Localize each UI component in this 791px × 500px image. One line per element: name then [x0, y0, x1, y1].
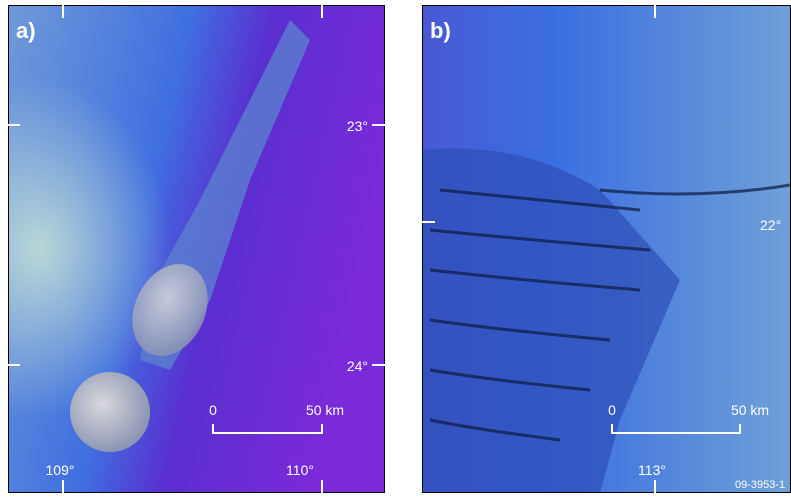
panel-label: a): [16, 18, 36, 43]
scale-start: 0: [209, 402, 217, 418]
panel-label: b): [430, 18, 451, 43]
panel-b: [422, 5, 791, 493]
panel-b-annotations: b) 22° 113° 0 50 km 09-3953-1: [422, 5, 785, 493]
lon-label: 110°: [286, 462, 314, 478]
scale-end: 50 km: [306, 402, 344, 418]
lat-label: 22°: [760, 217, 781, 233]
lon-label: 109°: [46, 462, 75, 478]
scale-start: 0: [608, 402, 616, 418]
scale-end: 50 km: [731, 402, 769, 418]
panel-a: [8, 5, 385, 493]
lat-label: 24°: [347, 358, 368, 374]
panel-a-annotations: a) 23° 24° 109° 110° 0 50 km: [8, 5, 385, 493]
lon-label: 113°: [638, 462, 666, 478]
figure-id: 09-3953-1: [735, 479, 785, 491]
lat-label: 23°: [347, 118, 368, 134]
